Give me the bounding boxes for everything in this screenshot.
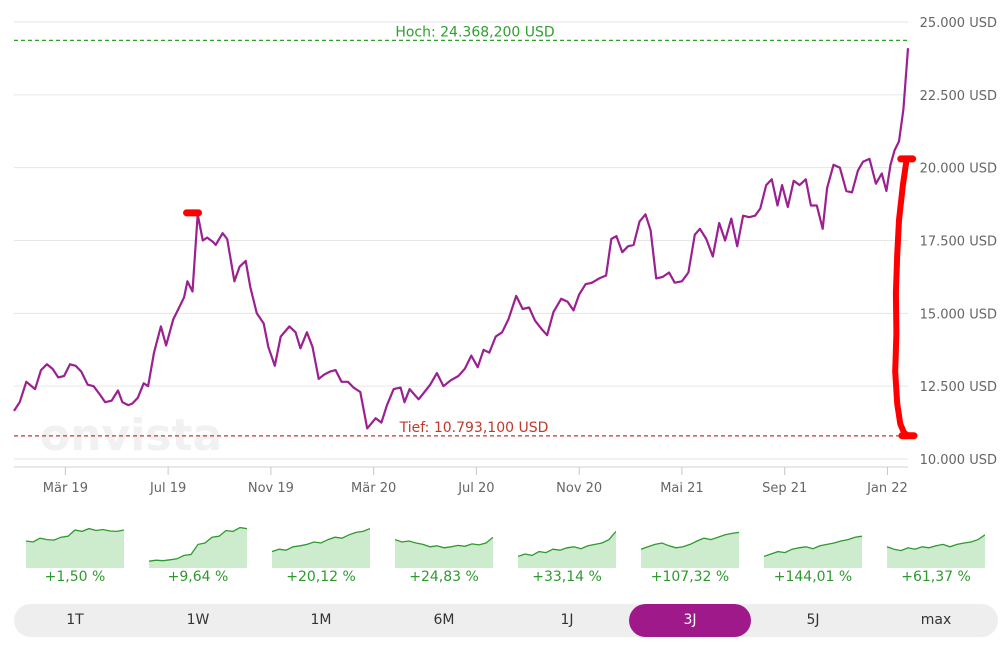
performance-sparkline[interactable] [149, 516, 247, 568]
performance-sparkline[interactable] [272, 516, 370, 568]
sparkline-line [26, 527, 124, 543]
sparkline-line [518, 530, 616, 558]
x-tick-label: Sep 21 [762, 481, 807, 496]
annotation-freehand [892, 155, 911, 439]
performance-change-label: +144,01 % [773, 569, 853, 585]
x-tick-label: Mär 19 [43, 481, 88, 496]
performance-sparkline[interactable] [641, 516, 739, 568]
range-button-1m[interactable]: 1M [310, 612, 332, 628]
x-tick-label: Jul 19 [149, 481, 186, 496]
y-tick-label: 25.000 USD [920, 16, 997, 31]
performance-change-label: +20,12 % [286, 569, 356, 585]
high-label: Hoch: 24.368,200 USD [395, 24, 554, 40]
performance-change-label: +9,64 % [167, 569, 229, 585]
range-button-3j[interactable]: 3J [629, 604, 751, 637]
y-tick-label: 12.500 USD [920, 380, 997, 395]
y-tick-label: 20.000 USD [920, 162, 997, 177]
annotation-layer [183, 155, 918, 440]
sparkline-line [887, 534, 985, 552]
x-tick-label: Nov 20 [556, 481, 602, 496]
x-tick-label: Mär 20 [351, 481, 396, 496]
grid-lines [14, 21, 908, 468]
performance-change-label: +61,37 % [901, 569, 971, 585]
y-tick-label: 15.000 USD [920, 307, 997, 322]
sparkline-area [149, 527, 247, 568]
sparkline-area [272, 528, 370, 568]
performance-change-label: +1,50 % [44, 569, 106, 585]
range-button-6m[interactable]: 6M [433, 612, 455, 628]
reference-lines: Hoch: 24.368,200 USD Tief: 10.793,100 USD [14, 24, 908, 437]
sparkline-line [641, 531, 739, 550]
range-button-max[interactable]: max [920, 612, 952, 628]
performance-change-label: +33,14 % [532, 569, 602, 585]
range-button-1w[interactable]: 1W [186, 612, 210, 628]
price-line [13, 48, 910, 430]
sparkline-area [887, 534, 985, 568]
watermark-text: onvista [40, 410, 222, 461]
sparkline-line [149, 526, 247, 562]
x-tick-label: Jan 22 [866, 481, 908, 496]
performance-sparkline[interactable] [887, 516, 985, 568]
sparkline-line [272, 527, 370, 553]
y-tick-label: 22.500 USD [920, 89, 997, 104]
sparkline-area [26, 528, 124, 568]
performance-sparkline[interactable] [764, 516, 862, 568]
sparkline-line [395, 536, 493, 549]
sparkline-area [395, 537, 493, 568]
time-range-selector: 1T 1W 1M 6M 1J 3J 5J max [14, 604, 998, 637]
y-tick-label: 17.500 USD [920, 235, 997, 250]
low-label: Tief: 10.793,100 USD [399, 420, 549, 436]
range-button-5j[interactable]: 5J [806, 612, 820, 628]
x-axis: Mär 19 Jul 19 Nov 19 Mär 20 Jul 20 Nov 20 Mai … [43, 467, 908, 496]
performance-change-label: +24,83 % [409, 569, 479, 585]
range-button-1t[interactable]: 1T [66, 612, 84, 628]
y-axis: 10.000 USD 12.500 USD 15.000 USD 17.500 USD… [920, 16, 997, 468]
y-tick-label: 10.000 USD [920, 453, 997, 468]
performance-sparkline[interactable] [518, 516, 616, 568]
x-tick-label: Mai 21 [660, 481, 703, 496]
sparkline-area [518, 531, 616, 568]
range-button-1j[interactable]: 1J [560, 612, 574, 628]
sparkline-area [641, 532, 739, 568]
sparkline-area [764, 536, 862, 568]
series-layer [13, 48, 910, 430]
sparkline-line [764, 535, 862, 558]
x-tick-label: Jul 20 [457, 481, 494, 496]
performance-change-label: +107,32 % [650, 569, 730, 585]
x-tick-label: Nov 19 [248, 481, 294, 496]
performance-sparkline[interactable] [26, 516, 124, 568]
price-chart: onvista Hoch: 24.368,200 USD Tief: 10.793… [13, 16, 997, 496]
performance-sparkline[interactable] [395, 516, 493, 568]
